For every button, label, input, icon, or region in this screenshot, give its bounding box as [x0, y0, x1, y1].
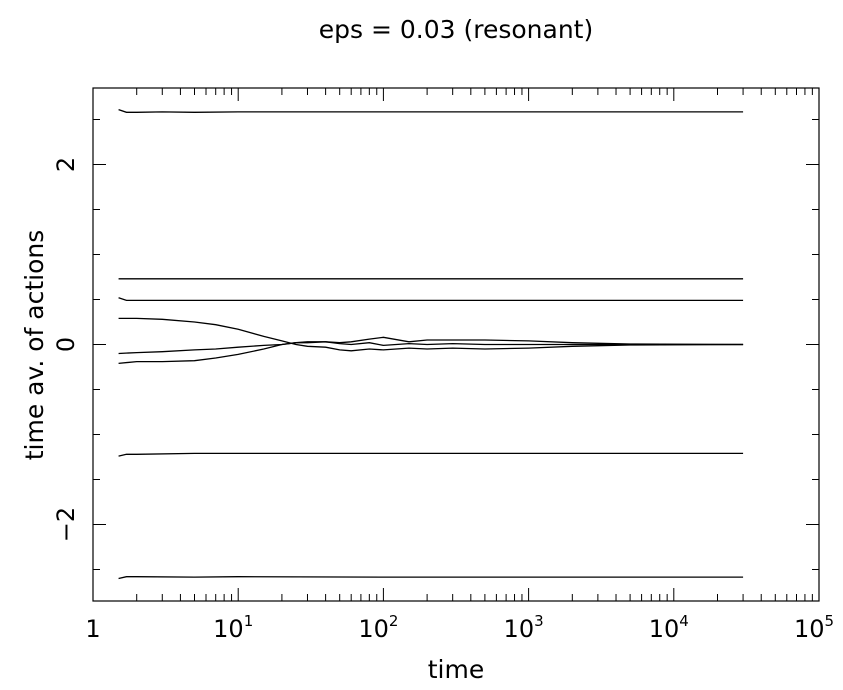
ticks-layer: 1 101 102 103 104 105 −2 0 2 [52, 88, 834, 643]
series-line-5 [118, 336, 744, 355]
chart-title: eps = 0.03 (resonant) [319, 15, 593, 44]
series-layer [118, 108, 744, 580]
series-line-7 [118, 452, 744, 457]
plot-frame [92, 87, 820, 602]
series-line-4 [118, 317, 744, 352]
y-tick-label: −2 [52, 507, 80, 542]
x-tick-label: 1 [85, 615, 100, 643]
x-tick-label: 102 [358, 612, 398, 643]
x-tick-label: 105 [794, 612, 834, 643]
series-line-1 [118, 108, 744, 113]
x-tick-label: 104 [649, 612, 689, 643]
series-line-6 [118, 341, 744, 365]
x-tick-label: 101 [213, 612, 253, 643]
y-tick-label: 2 [52, 157, 80, 172]
series-line-3 [118, 297, 744, 302]
x-axis-label: time [428, 655, 484, 684]
series-line-8 [118, 576, 744, 580]
y-tick-label: 0 [52, 337, 80, 352]
y-axis-label: time av. of actions [20, 230, 49, 461]
x-tick-label: 103 [504, 612, 544, 643]
